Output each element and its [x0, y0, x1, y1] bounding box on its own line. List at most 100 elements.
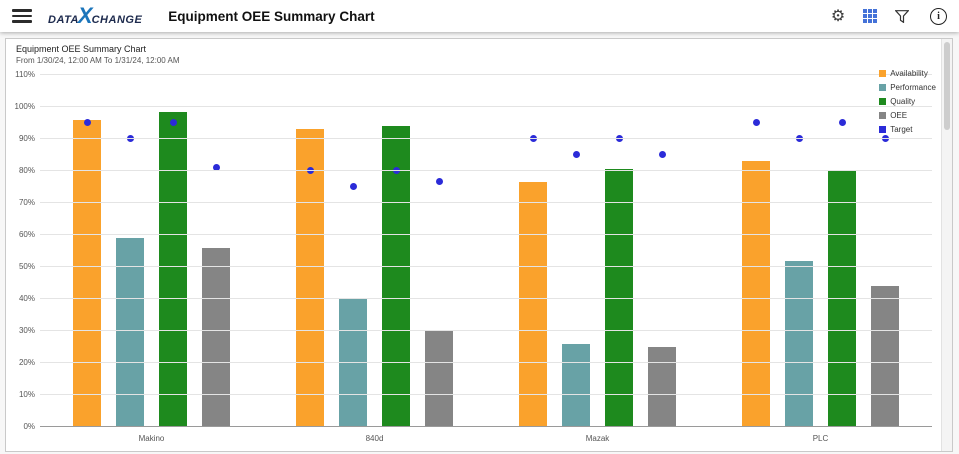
gridline-100 [40, 106, 932, 107]
y-tick-label: 70% [18, 198, 35, 207]
bar-availability-makino[interactable] [73, 119, 101, 427]
gridline-80 [40, 170, 932, 171]
bar-oee-mazak[interactable] [648, 347, 676, 427]
bar-group-mazak: Mazak [519, 75, 676, 443]
bar-performance-makino[interactable] [116, 238, 144, 427]
bar-slot [605, 75, 633, 427]
dataxchange-logo: DATA X CHANGE [48, 5, 142, 27]
bar-slot [296, 75, 324, 427]
gridline-60 [40, 234, 932, 235]
legend-label: OEE [890, 111, 908, 120]
plot-area: Makino 840d Mazak PLC [40, 74, 932, 443]
target-dot-makino-availability[interactable] [83, 119, 91, 126]
bar-slot [73, 75, 101, 427]
gridline-40 [40, 298, 932, 299]
menu-icon[interactable] [12, 9, 32, 23]
logo-text-data: DATA [48, 14, 79, 26]
logo-x: X [77, 3, 93, 28]
target-dot-makino-oee[interactable] [212, 163, 220, 171]
target-dot-mazak-performance[interactable] [572, 151, 580, 158]
y-tick-label: 40% [18, 294, 35, 303]
bar-availability-840d[interactable] [296, 129, 324, 427]
info-icon[interactable]: i [930, 7, 947, 25]
target-dot-840d-oee[interactable] [435, 178, 443, 186]
gridline-20 [40, 362, 932, 363]
chart-header: Equipment OEE Summary Chart From 1/30/24… [6, 39, 952, 65]
legend-item-performance[interactable]: Performance [879, 83, 936, 92]
gridline-110 [40, 74, 932, 75]
y-axis: 0% 10% 20% 30% 40% 50% 60% 70% 80% 90% 100% 110% [12, 70, 40, 431]
page-title: Equipment OEE Summary Chart [168, 8, 375, 24]
y-tick-label: 100% [14, 102, 35, 111]
target-dot-mazak-oee[interactable] [658, 151, 666, 158]
y-tick-label: 80% [18, 166, 35, 175]
legend-label: Availability [890, 69, 928, 78]
bar-group-840d: 840d [296, 75, 453, 443]
gridline-0 [40, 426, 932, 427]
app-header: DATA X CHANGE Equipment OEE Summary Char… [0, 0, 959, 32]
legend-swatch [879, 98, 887, 105]
vertical-scrollbar[interactable] [941, 39, 952, 451]
bar-slot [202, 75, 230, 427]
bar-slot [339, 75, 367, 427]
legend-item-availability[interactable]: Availability [879, 69, 936, 78]
y-tick-label: 50% [18, 262, 35, 271]
legend-item-oee[interactable]: OEE [879, 111, 936, 120]
target-dot-plc-quality[interactable] [838, 119, 846, 126]
grid-glyph [863, 9, 877, 23]
gridline-10 [40, 394, 932, 395]
target-dot-840d-performance[interactable] [349, 183, 357, 190]
x-category-label: Mazak [585, 434, 610, 443]
legend-label: Performance [890, 83, 936, 92]
bar-slot [648, 75, 676, 427]
chart-legend: Availability Performance Quality OEE Target [879, 69, 936, 134]
bar-group-plc: PLC [742, 75, 899, 443]
bar-availability-plc[interactable] [742, 161, 770, 427]
y-tick-label: 110% [15, 70, 35, 79]
bar-performance-840d[interactable] [339, 299, 367, 427]
bar-slot [785, 75, 813, 427]
bar-oee-plc[interactable] [871, 286, 899, 427]
target-dot-plc-availability[interactable] [752, 119, 760, 126]
y-tick-label: 60% [18, 230, 35, 239]
y-tick-label: 20% [18, 358, 35, 367]
bar-availability-mazak[interactable] [519, 182, 547, 427]
chart-panel: Equipment OEE Summary Chart From 1/30/24… [5, 38, 953, 452]
bar-slot [519, 75, 547, 427]
grid-view-icon[interactable] [860, 6, 880, 26]
target-dot-makino-quality[interactable] [169, 119, 177, 126]
x-category-label: PLC [812, 434, 829, 443]
legend-swatch [879, 126, 887, 133]
filter-icon[interactable] [892, 6, 912, 26]
bar-group-makino: Makino [73, 75, 230, 443]
legend-swatch [879, 84, 887, 91]
bar-slot [562, 75, 590, 427]
bar-slot [116, 75, 144, 427]
legend-swatch [879, 70, 887, 77]
gridline-70 [40, 202, 932, 203]
gridline-90 [40, 138, 932, 139]
bar-slot [382, 75, 410, 427]
x-category-label: Makino [138, 434, 165, 443]
legend-item-quality[interactable]: Quality [879, 97, 936, 106]
settings-gear-icon[interactable]: ⚙ [830, 8, 846, 25]
bar-performance-plc[interactable] [785, 260, 813, 427]
y-tick-label: 30% [18, 326, 35, 335]
scrollbar-thumb[interactable] [944, 42, 950, 130]
bar-quality-makino[interactable] [159, 111, 187, 427]
gridline-50 [40, 266, 932, 267]
y-tick-label: 10% [18, 390, 35, 399]
bar-performance-mazak[interactable] [562, 343, 590, 427]
bar-oee-makino[interactable] [202, 247, 230, 427]
bar-groups: Makino 840d Mazak PLC [40, 75, 932, 443]
legend-item-target[interactable]: Target [879, 125, 936, 134]
funnel-glyph [895, 9, 909, 23]
bar-oee-840d[interactable] [425, 331, 453, 427]
bar-quality-840d[interactable] [382, 126, 410, 427]
legend-label: Quality [890, 97, 916, 106]
legend-label: Target [890, 125, 913, 134]
bar-quality-plc[interactable] [828, 171, 856, 427]
chart-area: 0% 10% 20% 30% 40% 50% 60% 70% 80% 90% 100% 110% Ma… [12, 70, 932, 443]
chart-title: Equipment OEE Summary Chart [16, 44, 147, 54]
bar-slot [159, 75, 187, 427]
